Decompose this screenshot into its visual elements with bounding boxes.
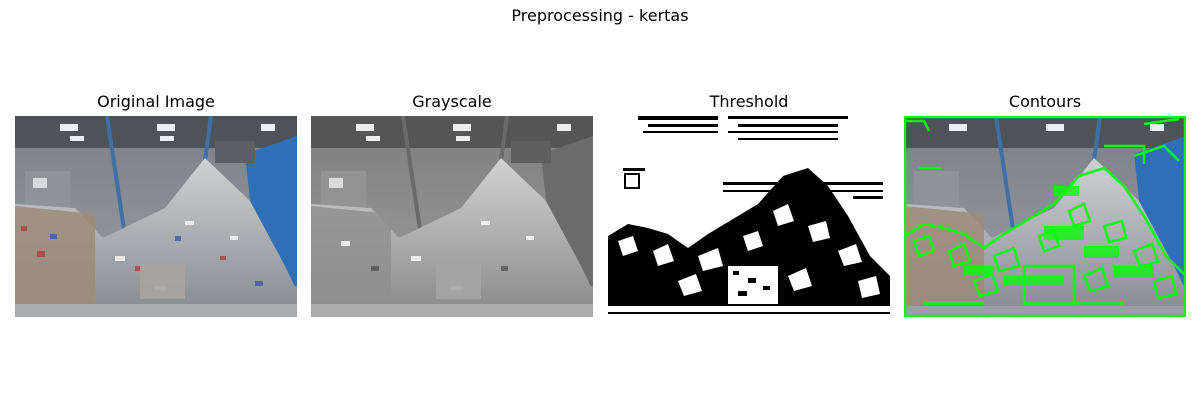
- panel-title-grayscale: Grayscale: [412, 92, 492, 111]
- contours-image: [904, 116, 1186, 317]
- grayscale-image-panel: [311, 116, 593, 317]
- panel-title-original: Original Image: [97, 92, 215, 111]
- original-image-panel: [15, 116, 297, 317]
- panel-title-threshold: Threshold: [709, 92, 789, 111]
- grayscale-image: [311, 116, 593, 317]
- figure-title: Preprocessing - kertas: [511, 6, 689, 25]
- panel-title-contours: Contours: [1008, 92, 1082, 111]
- contours-image-panel: [904, 116, 1186, 317]
- threshold-image-panel: [608, 116, 890, 317]
- original-image: [15, 116, 297, 317]
- threshold-image: [608, 116, 890, 317]
